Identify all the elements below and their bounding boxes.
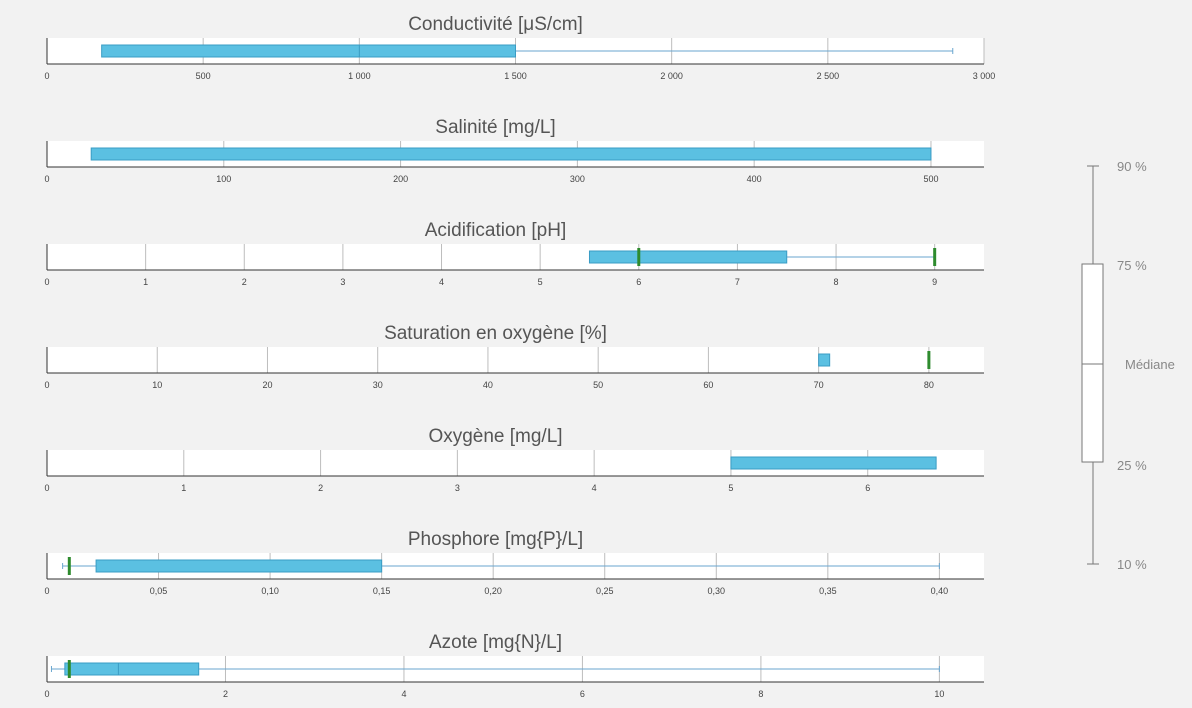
tick-label: 2 500: [817, 71, 840, 81]
legend-label-median: Médiane: [1125, 357, 1175, 372]
tick-label: 0,30: [708, 586, 726, 596]
tick-label: 0,20: [484, 586, 502, 596]
panel-4: Oxygène [mg/L] 0 1 2 3 4 5 6: [44, 426, 984, 493]
legend-label-p10: 10 %: [1117, 557, 1147, 572]
tick-label: 2: [318, 483, 323, 493]
tick-label: 0: [44, 174, 49, 184]
tick-label: 1: [143, 277, 148, 287]
tick-label: 500: [923, 174, 938, 184]
panel-title: Phosphore [mg{P}/L]: [408, 529, 583, 550]
tick-label: 0,40: [931, 586, 949, 596]
tick-label: 0,25: [596, 586, 614, 596]
tick-label: 1: [181, 483, 186, 493]
tick-label: 9: [932, 277, 937, 287]
boxplot-legend: 90 % 75 % Médiane 25 % 10 %: [1081, 159, 1175, 572]
tick-label: 400: [747, 174, 762, 184]
panel-6: Azote [mg{N}/L] 0 2 4 6 8 10: [44, 632, 984, 699]
tick-label: 0,05: [150, 586, 168, 596]
panel-title: Conductivité [μS/cm]: [408, 14, 583, 35]
tick-label: 10: [152, 380, 162, 390]
legend-label-p75: 75 %: [1117, 258, 1147, 273]
tick-label: 2: [242, 277, 247, 287]
iqr-box: [818, 353, 831, 367]
tick-label: 3: [340, 277, 345, 287]
tick-label: 6: [636, 277, 641, 287]
panel-title: Oxygène [mg/L]: [428, 426, 562, 447]
legend-label-p90: 90 %: [1117, 159, 1147, 174]
tick-label: 1 500: [504, 71, 527, 81]
plot-area: [47, 347, 984, 373]
tick-label: 7: [735, 277, 740, 287]
iqr-box: [101, 44, 517, 58]
tick-label: 80: [924, 380, 934, 390]
tick-label: 3 000: [973, 71, 996, 81]
tick-label: 0: [44, 483, 49, 493]
tick-label: 4: [439, 277, 444, 287]
tick-label: 0: [44, 380, 49, 390]
panel-title: Saturation en oxygène [%]: [384, 323, 607, 344]
panel-0: Conductivité [μS/cm] 0 500 1 000 1 500 2 000 2…: [44, 14, 995, 81]
tick-label: 50: [593, 380, 603, 390]
tick-label: 5: [728, 483, 733, 493]
iqr-box: [64, 662, 200, 676]
tick-label: 4: [592, 483, 597, 493]
tick-label: 100: [216, 174, 231, 184]
tick-label: 3: [455, 483, 460, 493]
tick-label: 8: [834, 277, 839, 287]
tick-label: 0,35: [819, 586, 837, 596]
panel-1: Salinité [mg/L] 0 100 200 300 400 500: [44, 117, 984, 184]
iqr-box: [95, 559, 383, 573]
tick-label: 0: [44, 689, 49, 699]
tick-label: 1 000: [348, 71, 371, 81]
tick-label: 0: [44, 71, 49, 81]
tick-label: 0,10: [261, 586, 279, 596]
panel-2: Acidification [pH] 0 1 2 3 4 5 6 7 8 9: [44, 220, 984, 287]
legend-box: [1081, 263, 1104, 463]
tick-label: 0: [44, 586, 49, 596]
tick-label: 5: [538, 277, 543, 287]
iqr-box: [588, 250, 788, 264]
tick-label: 500: [196, 71, 211, 81]
legend-label-p25: 25 %: [1117, 458, 1147, 473]
tick-label: 20: [262, 380, 272, 390]
tick-label: 6: [580, 689, 585, 699]
tick-label: 0,15: [373, 586, 391, 596]
tick-label: 300: [570, 174, 585, 184]
iqr-box: [90, 147, 932, 161]
tick-label: 10: [934, 689, 944, 699]
panel-title: Acidification [pH]: [425, 220, 567, 241]
panel-title: Salinité [mg/L]: [435, 117, 555, 138]
tick-label: 200: [393, 174, 408, 184]
tick-label: 40: [483, 380, 493, 390]
tick-label: 70: [814, 380, 824, 390]
tick-label: 30: [373, 380, 383, 390]
panel-title: Azote [mg{N}/L]: [429, 632, 562, 653]
panel-5: Phosphore [mg{P}/L] 0 0,05 0,10 0,15 0,20 0,25…: [44, 529, 984, 596]
tick-label: 4: [401, 689, 406, 699]
tick-label: 2: [223, 689, 228, 699]
boxplot-panels: Conductivité [μS/cm]0 500 1 000 1 500 2 000 2…: [44, 14, 995, 699]
tick-label: 0: [44, 277, 49, 287]
tick-label: 2 000: [660, 71, 683, 81]
iqr-box: [730, 456, 937, 470]
panel-3: Saturation en oxygène [%] 0 10 20 30 40 50 60 70…: [44, 323, 984, 390]
tick-label: 60: [703, 380, 713, 390]
tick-label: 8: [758, 689, 763, 699]
tick-label: 6: [865, 483, 870, 493]
